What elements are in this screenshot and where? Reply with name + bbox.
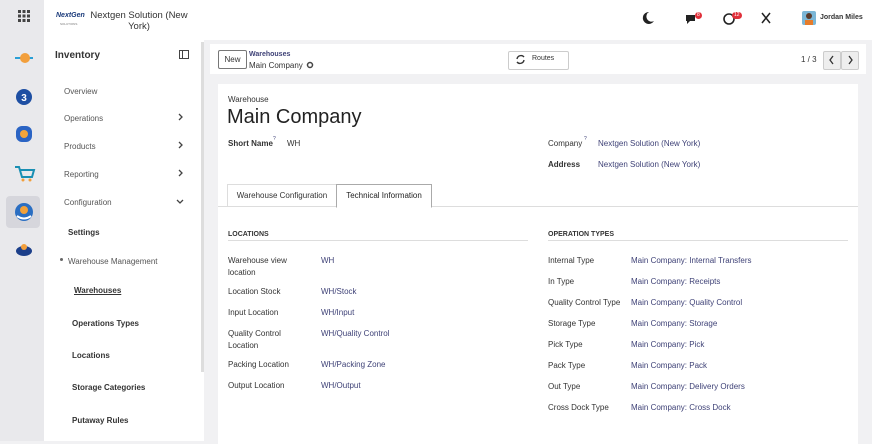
app-icon[interactable]: 3 xyxy=(16,89,32,105)
field-value[interactable]: Main Company: Receipts xyxy=(631,277,721,286)
messages[interactable] xyxy=(686,15,695,24)
field-label: Input Location xyxy=(228,308,279,317)
field-label: Short Name xyxy=(228,139,273,148)
dark-mode-toggle[interactable] xyxy=(642,11,654,24)
menu-item[interactable]: Products xyxy=(64,142,96,151)
field-value[interactable]: Main Company: Storage xyxy=(631,319,718,328)
svg-text:3: 3 xyxy=(21,93,27,104)
settings-tools[interactable] xyxy=(761,12,771,24)
app-title: Inventory xyxy=(55,50,101,61)
field-value[interactable]: Main Company: Cross Dock xyxy=(631,403,731,412)
field-label: In Type xyxy=(548,277,575,286)
logo: NextGen xyxy=(56,12,85,19)
menu-section: Warehouse Management xyxy=(68,257,158,266)
field-value[interactable]: WH/Packing Zone xyxy=(321,360,386,369)
menu-item[interactable]: Reporting xyxy=(64,170,99,179)
form-sheet xyxy=(218,84,858,444)
user-name[interactable]: Jordan Miles xyxy=(820,14,863,21)
menu-item[interactable]: Putaway Rules xyxy=(72,416,129,425)
field-value[interactable]: WH xyxy=(321,256,335,265)
field-value[interactable]: Main Company: Pack xyxy=(631,361,708,370)
field-label: Address xyxy=(548,160,581,169)
field-label: Storage Type xyxy=(548,319,596,328)
top-bar xyxy=(204,0,872,40)
activities-badge: 12 xyxy=(732,12,742,19)
group-title: OPERATION TYPES xyxy=(548,231,614,238)
menu-item[interactable]: Configuration xyxy=(64,198,112,207)
company-name[interactable]: Nextgen Solution (New York) xyxy=(90,10,188,32)
field-label: Packing Location xyxy=(228,360,289,369)
breadcrumb-record: Main Company xyxy=(249,61,303,70)
field-value[interactable]: Main Company: Quality Control xyxy=(631,298,743,307)
group-line xyxy=(548,240,848,241)
app-icon[interactable] xyxy=(16,126,32,142)
sidebar xyxy=(44,0,204,441)
pager-arrows xyxy=(829,55,853,65)
field-value[interactable]: Main Company: Pick xyxy=(631,340,705,349)
menu-item[interactable]: Settings xyxy=(68,228,100,237)
field-label: Quality Control Type xyxy=(548,298,621,307)
group-title: LOCATIONS xyxy=(228,231,269,238)
gear-icon[interactable] xyxy=(306,61,314,69)
field-label: Pack Type xyxy=(548,361,586,370)
menu-item[interactable]: Operations xyxy=(64,114,104,123)
menu-item[interactable]: Overview xyxy=(64,87,98,96)
new-button[interactable]: New xyxy=(218,50,247,69)
field-value[interactable]: WH/Quality Control xyxy=(321,329,390,338)
menu-chevrons xyxy=(176,113,184,204)
field-value[interactable]: Nextgen Solution (New York) xyxy=(598,160,701,169)
sidebar-toggle[interactable] xyxy=(179,50,189,60)
tab-active[interactable]: Technical Information xyxy=(336,184,432,208)
routes-icon xyxy=(516,54,525,65)
messages-badge: 8 xyxy=(695,12,702,19)
pager: 1 / 3 xyxy=(801,55,817,64)
field-label: Warehouse view location xyxy=(228,256,287,277)
menu-item[interactable]: Operations Types xyxy=(72,319,139,328)
avatar[interactable] xyxy=(802,11,816,25)
routes-label[interactable]: Routes xyxy=(532,55,555,62)
apps-grid[interactable] xyxy=(18,10,30,22)
record-type: Warehouse xyxy=(228,95,269,104)
menu-item[interactable]: Locations xyxy=(72,351,110,360)
activities[interactable] xyxy=(723,13,735,25)
field-value: WH xyxy=(287,139,301,148)
field-label: Company xyxy=(548,139,583,148)
group-line xyxy=(228,240,528,241)
breadcrumb[interactable]: Warehouses xyxy=(249,51,291,58)
tab-line xyxy=(218,206,858,207)
field-label: Internal Type xyxy=(548,256,595,265)
field-label: Pick Type xyxy=(548,340,583,349)
field-value[interactable]: Nextgen Solution (New York) xyxy=(598,139,701,148)
field-label: Cross Dock Type xyxy=(548,403,609,412)
field-label: Location Stock xyxy=(228,287,281,296)
app-icons: 3 xyxy=(6,10,40,256)
menu-bullet xyxy=(60,258,63,261)
app-icon[interactable] xyxy=(15,166,36,182)
field-value[interactable]: Main Company: Delivery Orders xyxy=(631,382,745,391)
field-label: Output Location xyxy=(228,381,285,390)
app-icon[interactable] xyxy=(16,244,32,256)
app-icon[interactable] xyxy=(15,203,33,221)
field-value[interactable]: WH/Input xyxy=(321,308,355,317)
pager-next[interactable] xyxy=(841,51,859,70)
field-value[interactable]: Main Company: Internal Transfers xyxy=(631,256,752,265)
record-name: Main Company xyxy=(227,106,362,128)
topbar-icons xyxy=(642,11,771,25)
logo-sub: SOLUTIONS xyxy=(60,22,78,26)
field-value[interactable]: WH/Output xyxy=(321,381,361,390)
help-mark[interactable]: ? xyxy=(273,136,276,142)
help-mark[interactable]: ? xyxy=(584,136,587,142)
menu-item-active[interactable]: Warehouses xyxy=(74,286,122,295)
app-icon[interactable] xyxy=(15,53,33,63)
pager-prev[interactable] xyxy=(823,51,841,70)
field-label: Out Type xyxy=(548,382,581,391)
tab[interactable]: Warehouse Configuration xyxy=(227,184,337,206)
menu-item[interactable]: Storage Categories xyxy=(72,383,146,392)
field-label: Quality Control Location xyxy=(228,329,281,350)
sidebar-scrollbar xyxy=(201,42,204,372)
field-value[interactable]: WH/Stock xyxy=(321,287,357,296)
